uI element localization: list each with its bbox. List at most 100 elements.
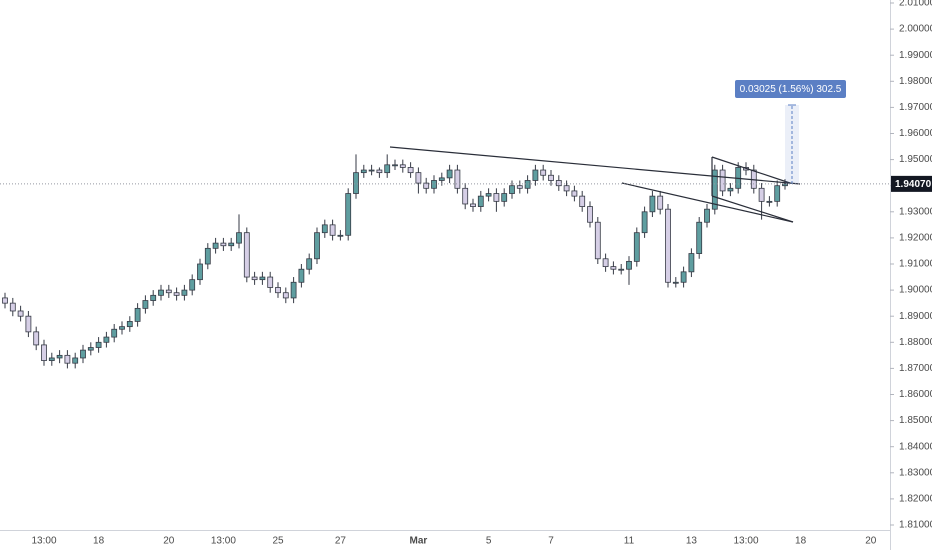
candle-body — [345, 193, 352, 236]
trend-line — [389, 146, 801, 185]
candle-body — [360, 169, 367, 174]
y-tick-label: 1.88000 — [899, 337, 932, 348]
candle-body — [329, 224, 336, 236]
candle-body — [9, 302, 16, 312]
candle-body — [126, 321, 133, 328]
candle-body — [41, 344, 47, 361]
candle-body — [665, 208, 671, 283]
y-tick-label: 1.84000 — [899, 441, 932, 452]
x-tick-label: 25 — [272, 536, 284, 547]
trend-line — [621, 182, 794, 223]
candle-body — [181, 289, 188, 296]
candle-body — [158, 289, 164, 296]
x-tick-label: 27 — [335, 536, 347, 547]
trend-line — [711, 195, 794, 223]
candle-body — [173, 292, 180, 296]
y-tick-label: 1.97000 — [899, 102, 932, 113]
candle-body — [571, 190, 578, 197]
x-tick-label: 11 — [624, 536, 635, 547]
measure-box — [735, 80, 846, 98]
y-tick-label: 1.91000 — [899, 259, 932, 270]
candle-body — [48, 357, 55, 361]
candle-body — [189, 279, 196, 291]
candles — [2, 154, 788, 369]
candle-body — [415, 172, 422, 184]
candle-body — [657, 195, 664, 210]
measure-area — [785, 105, 799, 184]
candle-body — [602, 258, 609, 268]
x-tick-label: 7 — [548, 536, 554, 547]
candle-body — [610, 266, 617, 270]
candle-body — [454, 169, 461, 189]
trend-lines — [389, 146, 801, 223]
candle-body — [72, 357, 79, 364]
trend-line — [711, 156, 791, 184]
candle-body — [782, 183, 788, 187]
candle-body — [587, 206, 593, 223]
candle-body — [2, 297, 8, 304]
measure-tool: 0.03025 (1.56%) 302.5 — [735, 80, 846, 184]
x-tick-label: 20 — [163, 536, 175, 547]
candle-body — [298, 268, 305, 283]
y-tick-label: 1.83000 — [899, 467, 932, 478]
candle-body — [376, 169, 383, 174]
candle-body — [719, 169, 726, 192]
candle-body — [555, 180, 562, 187]
last-price-box — [891, 175, 932, 192]
candle-body — [462, 187, 469, 205]
candle-body — [87, 347, 94, 351]
candle-body — [259, 276, 266, 281]
candle-body — [321, 224, 328, 234]
candle-body — [119, 326, 125, 330]
candle-body — [696, 221, 703, 254]
candle-body — [64, 354, 71, 364]
candle-body — [142, 300, 149, 309]
candle-body — [111, 328, 118, 338]
candle-body — [493, 193, 500, 202]
candle-body — [103, 336, 110, 343]
candle-body — [236, 232, 242, 244]
candle-body — [672, 281, 679, 284]
y-tick-label: 1.86000 — [899, 389, 932, 400]
candle-body — [758, 187, 765, 202]
candle-body — [243, 232, 250, 278]
y-tick-label: 1.85000 — [899, 415, 932, 426]
x-tick-label: 5 — [486, 536, 492, 547]
candle-body — [56, 354, 63, 359]
candle-body — [423, 182, 430, 189]
candle-body — [727, 187, 734, 192]
candle-body — [641, 211, 648, 234]
candle-body — [548, 174, 554, 181]
candle-body — [680, 271, 687, 283]
x-tick-label: Mar — [410, 536, 428, 547]
candle-body — [384, 164, 391, 174]
candle-body — [532, 169, 539, 181]
candle-body — [275, 287, 281, 294]
y-tick-label: 1.90000 — [899, 285, 932, 296]
candle-body — [290, 281, 297, 299]
candle-body — [501, 193, 508, 202]
candle-body — [579, 195, 586, 207]
y-tick-label: 2.01000 — [899, 0, 932, 9]
candle-body — [509, 185, 515, 194]
candle-body — [485, 193, 492, 197]
candle-body — [204, 247, 211, 265]
candle-body — [368, 169, 375, 172]
candle-body — [626, 260, 632, 270]
y-tick-label: 1.92000 — [899, 233, 932, 244]
y-tick-label: 1.98000 — [899, 76, 932, 87]
y-tick-label: 1.96000 — [899, 128, 932, 139]
candle-body — [399, 164, 406, 168]
candle-body — [774, 185, 781, 202]
y-tick-label: 1.99000 — [899, 50, 932, 61]
candle-body — [649, 195, 656, 213]
candle-body — [446, 169, 453, 179]
candle-body — [220, 242, 227, 247]
candle-body — [633, 232, 640, 262]
candle-body — [267, 276, 274, 288]
candle-body — [212, 242, 219, 249]
y-tick-label: 1.87000 — [899, 363, 932, 374]
candle-body — [314, 232, 320, 260]
